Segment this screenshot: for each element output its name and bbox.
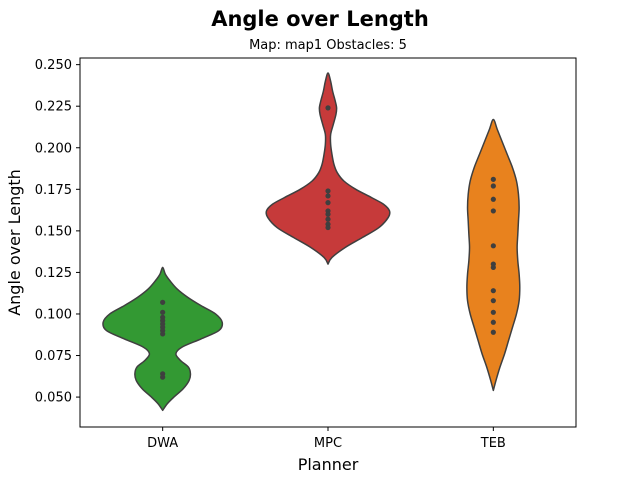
data-point xyxy=(160,299,166,305)
y-tick-label: 0.100 xyxy=(35,307,72,322)
data-point xyxy=(325,216,331,222)
x-tick-label: MPC xyxy=(314,436,342,451)
violin-dwa xyxy=(102,266,224,412)
x-tick-label: TEB xyxy=(480,436,506,451)
violin-teb xyxy=(466,118,521,392)
data-point xyxy=(490,329,496,335)
y-axis: 0.050 0.075 0.100 0.125 0.150 0.175 0.200 0.225… xyxy=(35,58,80,406)
chart-title: Angle over Length xyxy=(211,7,429,31)
data-point xyxy=(325,224,331,231)
violin-group xyxy=(102,72,521,412)
data-point xyxy=(160,331,166,337)
data-point xyxy=(490,264,496,271)
data-point xyxy=(490,208,496,214)
x-axis: DWA MPC TEB xyxy=(147,427,506,451)
data-point xyxy=(490,243,496,249)
data-points-group xyxy=(160,105,496,380)
y-tick-label: 0.200 xyxy=(35,141,72,156)
data-point xyxy=(490,288,496,294)
x-tick-label: DWA xyxy=(147,436,178,451)
y-tick-label: 0.175 xyxy=(35,183,72,198)
data-point xyxy=(325,200,331,206)
data-point xyxy=(325,193,331,199)
data-point xyxy=(160,374,166,380)
data-point xyxy=(490,319,496,325)
data-point xyxy=(325,188,331,194)
y-tick-label: 0.075 xyxy=(35,349,72,364)
data-point xyxy=(490,176,496,182)
data-point xyxy=(490,298,496,304)
y-tick-label: 0.250 xyxy=(35,58,72,73)
data-point xyxy=(325,105,331,111)
data-point xyxy=(325,211,331,217)
y-axis-label: Angle over Length xyxy=(5,169,24,316)
plot-area-frame xyxy=(79,57,577,428)
x-axis-label: Planner xyxy=(298,455,359,474)
data-point xyxy=(160,309,166,315)
violin-mpc xyxy=(265,72,391,265)
y-tick-label: 0.225 xyxy=(35,100,72,115)
y-tick-label: 0.150 xyxy=(35,224,72,239)
data-point xyxy=(490,183,496,189)
y-tick-label: 0.050 xyxy=(35,391,72,406)
data-point xyxy=(490,196,496,202)
y-tick-label: 0.125 xyxy=(35,266,72,281)
chart-subtitle: Map: map1 Obstacles: 5 xyxy=(249,38,407,53)
data-point xyxy=(490,309,496,315)
